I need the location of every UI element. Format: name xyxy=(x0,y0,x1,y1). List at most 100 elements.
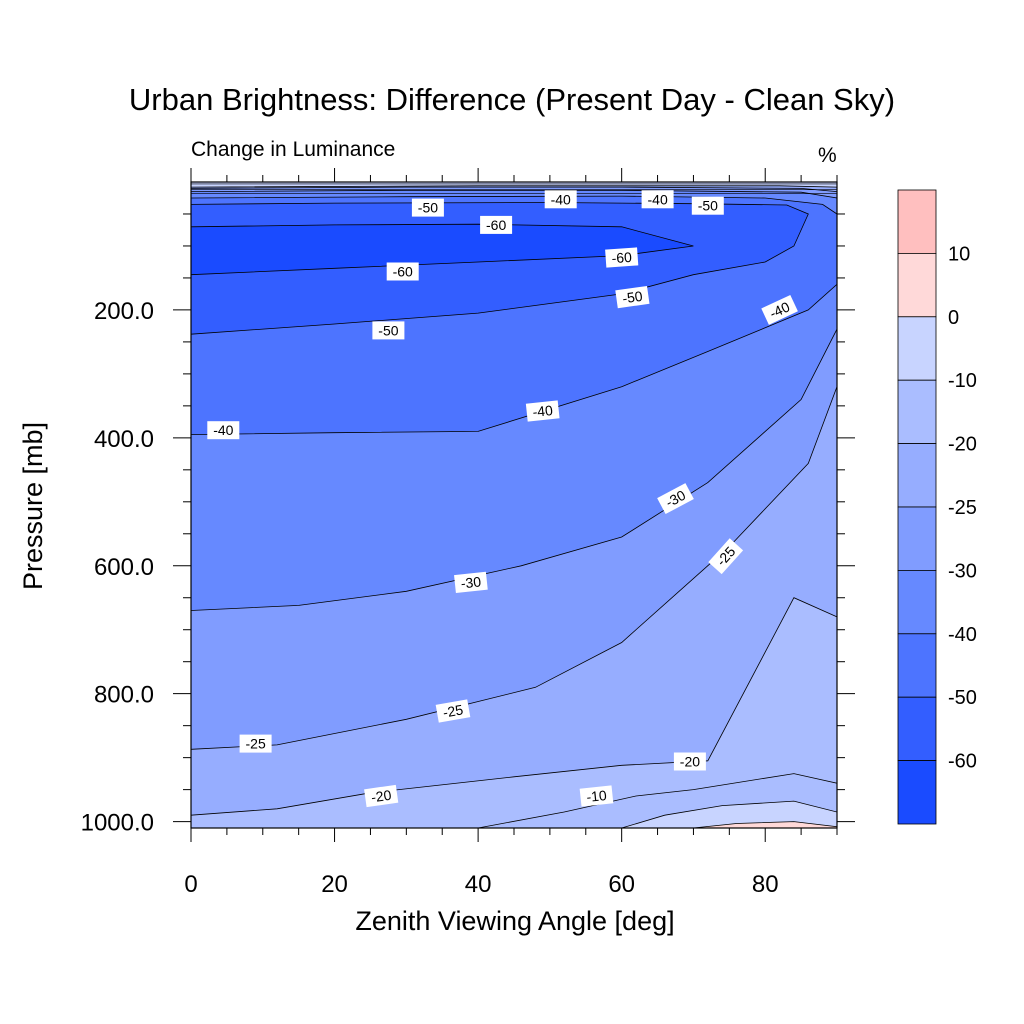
colorbar-label: -10 xyxy=(948,370,977,392)
contour-label: -20 xyxy=(673,752,706,771)
contour-label-text: -10 xyxy=(586,787,608,805)
contour-label: -60 xyxy=(605,247,639,268)
contour-line-neg20 xyxy=(190,185,838,816)
x-tick-label: 60 xyxy=(608,871,635,898)
colorbar-swatch xyxy=(897,633,937,698)
colorbar-label: -60 xyxy=(948,751,977,773)
contour-line-neg30 xyxy=(190,189,838,611)
contour-label-text: -40 xyxy=(213,422,233,438)
contour-region-10 xyxy=(693,821,837,828)
contour-label-box xyxy=(544,190,577,209)
contour-label: -40 xyxy=(207,421,240,440)
contour-label: -25 xyxy=(239,734,272,753)
contour-label-box xyxy=(708,538,744,575)
y-tick-label: 600.0 xyxy=(94,554,154,581)
colorbar-swatch xyxy=(897,252,937,318)
colorbar-swatch xyxy=(897,316,937,381)
y-tick-label: 200.0 xyxy=(94,298,154,325)
contour-label: -60 xyxy=(386,262,419,281)
y-tick-label: 800.0 xyxy=(94,682,154,709)
contour-label: -60 xyxy=(480,215,513,234)
colorbar-label: -25 xyxy=(948,497,977,519)
contour-label-box xyxy=(673,752,706,771)
contour-label-box xyxy=(605,247,639,268)
contour-label-box xyxy=(411,198,444,217)
contour-label-box xyxy=(657,483,694,515)
contour-label-box xyxy=(761,294,798,325)
contour-label-text: -60 xyxy=(486,217,506,233)
contour-label: -50 xyxy=(411,198,444,217)
contour-label-box xyxy=(615,285,650,309)
contour-line-neg25 xyxy=(190,186,838,750)
y-axis-title: Pressure [mb] xyxy=(18,422,48,590)
contour-label: -40 xyxy=(525,400,560,422)
contour-label: -40 xyxy=(761,294,798,325)
contour-label: -30 xyxy=(657,483,694,515)
contour-label-box xyxy=(579,785,614,807)
contour-label-box xyxy=(364,784,399,808)
contour-label-text: -50 xyxy=(698,198,718,214)
contour-label-text: -40 xyxy=(767,298,792,321)
colorbar-label: -40 xyxy=(948,624,977,646)
contour-line-neg60 xyxy=(190,223,694,276)
contour-label-text: -40 xyxy=(647,191,667,207)
contour-label: -40 xyxy=(641,190,674,209)
colorbar-swatch xyxy=(897,506,937,571)
contour-label-text: -60 xyxy=(393,264,413,280)
contour-label-text: -25 xyxy=(245,736,265,752)
contour-label: -50 xyxy=(691,196,724,215)
contour-label-box xyxy=(525,400,560,422)
contour-label-box xyxy=(691,196,724,215)
contour-label: -20 xyxy=(364,784,399,808)
x-axis-title: Zenith Viewing Angle [deg] xyxy=(355,906,674,936)
colorbar-label: 0 xyxy=(948,307,959,329)
contour-label: -30 xyxy=(454,571,488,594)
y-tick-label: 400.0 xyxy=(94,426,154,453)
contour-label-box xyxy=(207,421,240,440)
contour-label-box xyxy=(372,321,405,340)
colorbar-label: -50 xyxy=(948,687,977,709)
x-tick-label: 0 xyxy=(184,871,197,898)
axes: 0 20 40 60 80 200.0 400.0 600.0 800.0 1000.0 xyxy=(81,168,855,898)
contour-label-box xyxy=(239,734,272,753)
contour-label-box xyxy=(480,215,513,234)
chart-title: Urban Brightness: Difference (Present Da… xyxy=(128,82,896,117)
contour-label: -50 xyxy=(372,321,405,340)
contour-label-text: -25 xyxy=(442,701,465,720)
colorbar-swatch xyxy=(897,443,937,508)
contour-label: -25 xyxy=(435,699,471,723)
colorbar-label: -20 xyxy=(948,434,977,456)
colorbar-swatch xyxy=(897,379,937,445)
contour-label-box xyxy=(641,190,674,209)
contour-labels: -50 -40 -40 -50 -60 -60 -60 -50 -50 -40 -40 -40 -30 -… xyxy=(207,190,798,808)
contour-label-text: -40 xyxy=(532,402,554,420)
contour-region-neg60 xyxy=(191,224,694,275)
x-tick-label: 40 xyxy=(465,871,492,898)
units-label: % xyxy=(818,144,837,167)
colorbar-swatch xyxy=(897,696,937,762)
contour-label-box xyxy=(454,571,488,594)
x-tick-label: 80 xyxy=(752,871,779,898)
x-tick-label: 20 xyxy=(321,871,348,898)
contour-label-text: -20 xyxy=(680,754,700,770)
contour-label-text: -40 xyxy=(551,191,571,207)
contour-label-text: -20 xyxy=(370,787,392,806)
contour-fills xyxy=(191,182,837,828)
contour-label-text: -50 xyxy=(621,288,643,307)
colorbar-swatch xyxy=(897,570,937,635)
contour-label: -40 xyxy=(544,190,577,209)
contour-label-box xyxy=(435,699,471,723)
y-tick-label: 1000.0 xyxy=(81,810,154,837)
contour-label-text: -50 xyxy=(418,200,438,216)
colorbar-label: -30 xyxy=(948,560,977,582)
colorbar-swatch xyxy=(897,760,937,825)
chart-subtitle: Change in Luminance xyxy=(191,138,396,161)
contour-label-text: -30 xyxy=(460,573,482,591)
contour-region-0 xyxy=(621,801,837,828)
contour-label-text: -60 xyxy=(611,249,633,266)
contour-label: -10 xyxy=(579,785,614,807)
contour-label-text: -50 xyxy=(378,322,398,338)
colorbar-swatch xyxy=(897,189,937,254)
contour-label: -50 xyxy=(615,285,650,309)
